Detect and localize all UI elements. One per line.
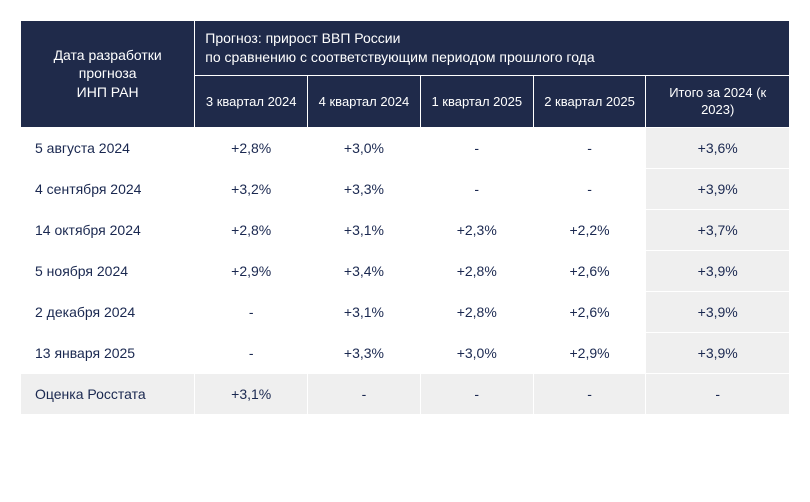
col-q4-2024: 4 квартал 2024 bbox=[308, 75, 421, 127]
cell-value: +3,0% bbox=[308, 127, 421, 168]
rosstat-row: Оценка Росстата+3,1%---- bbox=[21, 373, 790, 414]
row-label: 5 августа 2024 bbox=[21, 127, 195, 168]
cell-value: +2,9% bbox=[533, 332, 646, 373]
col-q1-2025: 1 квартал 2025 bbox=[420, 75, 533, 127]
cell-value: - bbox=[195, 332, 308, 373]
cell-value: +3,2% bbox=[195, 168, 308, 209]
header-left-text: Дата разработки прогнозаИНП РАН bbox=[54, 47, 162, 101]
cell-value: +3,7% bbox=[646, 209, 790, 250]
col-q2-2025: 2 квартал 2025 bbox=[533, 75, 646, 127]
table-row: 5 августа 2024+2,8%+3,0%--+3,6% bbox=[21, 127, 790, 168]
cell-value: +3,6% bbox=[646, 127, 790, 168]
cell-value: +3,1% bbox=[308, 291, 421, 332]
cell-value: - bbox=[533, 373, 646, 414]
cell-value: +2,6% bbox=[533, 250, 646, 291]
cell-value: +3,3% bbox=[308, 168, 421, 209]
cell-value: - bbox=[420, 373, 533, 414]
row-label: 13 января 2025 bbox=[21, 332, 195, 373]
cell-value: - bbox=[308, 373, 421, 414]
cell-value: +3,9% bbox=[646, 291, 790, 332]
cell-value: - bbox=[420, 168, 533, 209]
header-top: Прогноз: прирост ВВП Россиипо сравнению … bbox=[195, 21, 790, 76]
header-top-text: Прогноз: прирост ВВП Россиипо сравнению … bbox=[205, 30, 594, 65]
gdp-forecast-table: Дата разработки прогнозаИНП РАН Прогноз:… bbox=[20, 20, 790, 415]
header-left: Дата разработки прогнозаИНП РАН bbox=[21, 21, 195, 128]
cell-value: - bbox=[420, 127, 533, 168]
cell-value: +3,9% bbox=[646, 250, 790, 291]
table-row: 4 сентября 2024+3,2%+3,3%--+3,9% bbox=[21, 168, 790, 209]
table-row: 5 ноября 2024+2,9%+3,4%+2,8%+2,6%+3,9% bbox=[21, 250, 790, 291]
cell-value: +3,3% bbox=[308, 332, 421, 373]
row-label: 5 ноября 2024 bbox=[21, 250, 195, 291]
cell-value: +3,0% bbox=[420, 332, 533, 373]
cell-value: +2,8% bbox=[420, 291, 533, 332]
row-label: 2 декабря 2024 bbox=[21, 291, 195, 332]
cell-value: - bbox=[533, 168, 646, 209]
row-label: 14 октября 2024 bbox=[21, 209, 195, 250]
cell-value: +3,9% bbox=[646, 332, 790, 373]
cell-value: +2,8% bbox=[195, 209, 308, 250]
cell-value: +3,9% bbox=[646, 168, 790, 209]
cell-value: +3,1% bbox=[308, 209, 421, 250]
table-row: 2 декабря 2024-+3,1%+2,8%+2,6%+3,9% bbox=[21, 291, 790, 332]
cell-value: - bbox=[195, 291, 308, 332]
cell-value: +2,6% bbox=[533, 291, 646, 332]
cell-value: +2,2% bbox=[533, 209, 646, 250]
cell-value: - bbox=[646, 373, 790, 414]
row-label: 4 сентября 2024 bbox=[21, 168, 195, 209]
table-row: 13 января 2025-+3,3%+3,0%+2,9%+3,9% bbox=[21, 332, 790, 373]
col-total-2024: Итого за 2024 (к 2023) bbox=[646, 75, 790, 127]
cell-value: +2,8% bbox=[420, 250, 533, 291]
row-label: Оценка Росстата bbox=[21, 373, 195, 414]
cell-value: +2,3% bbox=[420, 209, 533, 250]
col-q3-2024: 3 квартал 2024 bbox=[195, 75, 308, 127]
cell-value: +2,9% bbox=[195, 250, 308, 291]
cell-value: - bbox=[533, 127, 646, 168]
cell-value: +2,8% bbox=[195, 127, 308, 168]
cell-value: +3,4% bbox=[308, 250, 421, 291]
table-row: 14 октября 2024+2,8%+3,1%+2,3%+2,2%+3,7% bbox=[21, 209, 790, 250]
cell-value: +3,1% bbox=[195, 373, 308, 414]
